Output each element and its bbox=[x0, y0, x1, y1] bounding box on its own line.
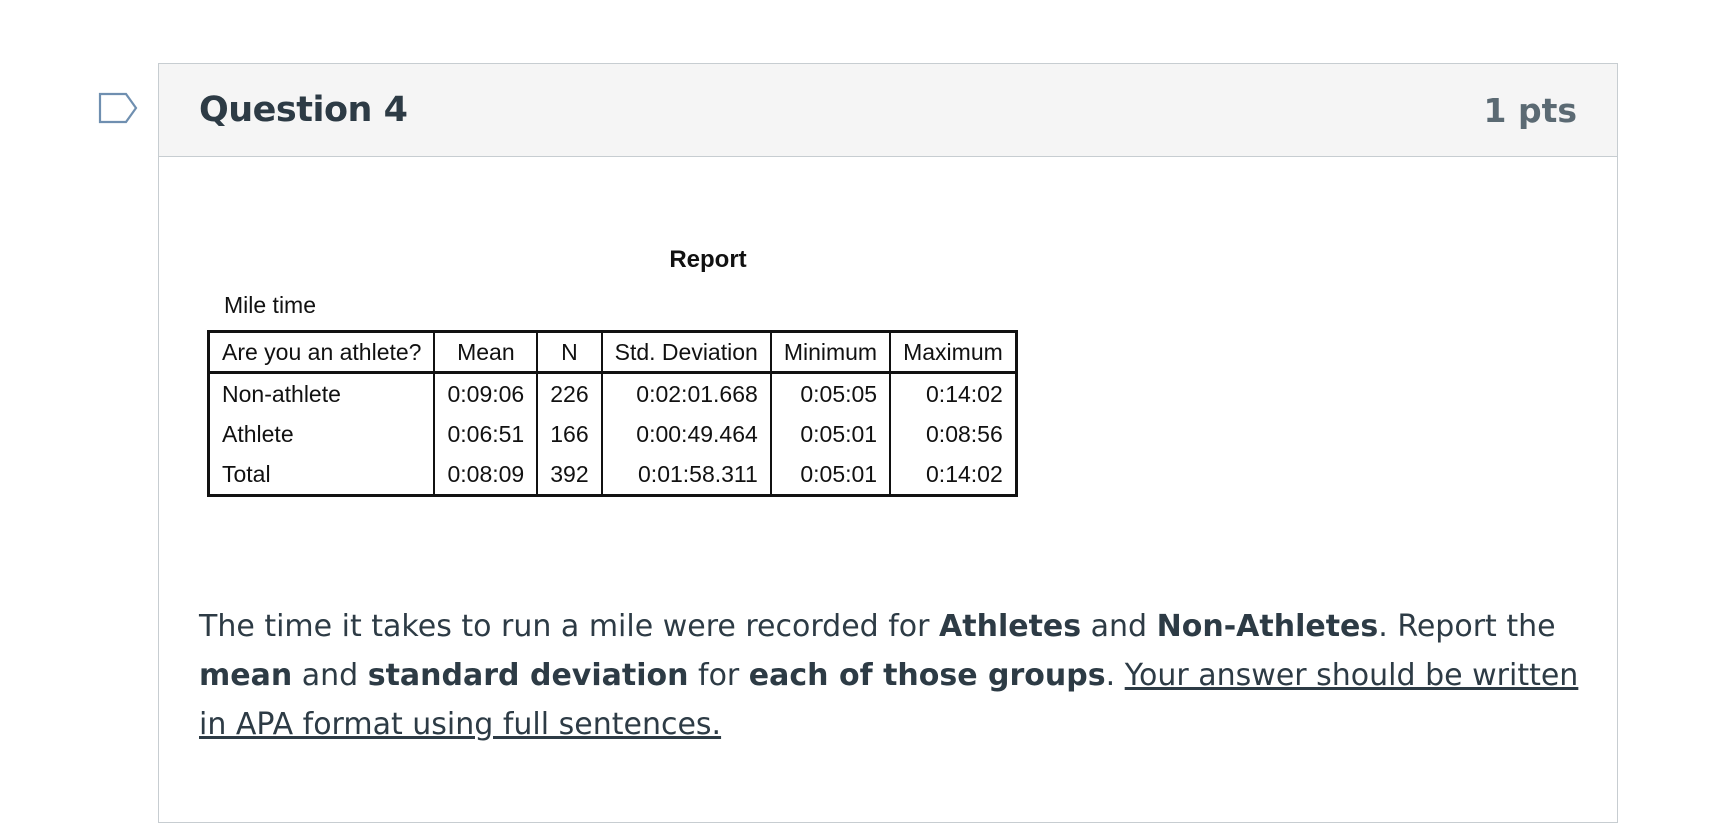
question-header: Question 4 1 pts bbox=[159, 64, 1617, 157]
prompt-text: The time it takes to run a mile were rec… bbox=[199, 609, 940, 644]
prompt-text: . Report the bbox=[1378, 609, 1556, 644]
prompt-bold: mean bbox=[199, 658, 293, 693]
prompt-bold: standard deviation bbox=[367, 658, 689, 693]
table-cell: 0:05:01 bbox=[769, 454, 891, 496]
table-cell: 226 bbox=[536, 372, 602, 414]
header-cell: Are you an athlete? bbox=[208, 331, 435, 374]
header-cell: Std. Deviation bbox=[600, 331, 771, 374]
report-table: Are you an athlete? Mean N Std. Deviatio… bbox=[207, 330, 1018, 497]
table-row: Athlete 0:06:51 166 0:00:49.464 0:05:01 … bbox=[209, 414, 1017, 454]
prompt-bold: Non-Athletes bbox=[1156, 609, 1379, 644]
prompt-underline: Your answer should be written in APA for… bbox=[199, 658, 1579, 742]
table-cell: 0:09:06 bbox=[433, 372, 538, 414]
table-header-row: Are you an athlete? Mean N Std. Deviatio… bbox=[208, 331, 1017, 374]
flag-question-icon[interactable] bbox=[98, 92, 140, 124]
table-row: Total 0:08:09 392 0:01:58.311 0:05:01 0:… bbox=[209, 454, 1017, 496]
table-cell: Non-athlete bbox=[222, 380, 341, 407]
header-cell: Mean bbox=[433, 331, 538, 374]
table-cell: 0:08:09 bbox=[433, 454, 538, 496]
table-cell: 0:14:02 bbox=[889, 454, 1017, 496]
table-cell: 166 bbox=[536, 414, 602, 454]
question-prompt: The time it takes to run a mile were rec… bbox=[199, 602, 1599, 749]
table-cell: 0:05:01 bbox=[769, 414, 891, 454]
table-row: Non-athlete 0:09:06 226 0:02:01.668 0:05… bbox=[209, 372, 1017, 414]
prompt-bold: Athletes bbox=[939, 609, 1082, 644]
table-cell: 0:00:49.464 bbox=[600, 414, 771, 454]
header-cell: N bbox=[536, 331, 602, 374]
question-points: 1 pts bbox=[1483, 90, 1578, 130]
table-cell: 0:08:56 bbox=[889, 414, 1017, 454]
table-cell: 0:01:58.311 bbox=[600, 454, 771, 496]
prompt-text: and bbox=[1081, 609, 1157, 644]
table-cell: 0:14:02 bbox=[889, 372, 1017, 414]
table-cell: 0:05:05 bbox=[769, 372, 891, 414]
prompt-text: . bbox=[1105, 658, 1125, 693]
prompt-text: for bbox=[688, 658, 749, 693]
header-cell: Minimum bbox=[769, 331, 891, 374]
table-cell: 0:06:51 bbox=[433, 414, 538, 454]
table-cell: 392 bbox=[536, 454, 602, 496]
table-cell: Athlete bbox=[222, 420, 294, 447]
table-cell: 0:02:01.668 bbox=[600, 372, 771, 414]
report-subtitle: Mile time bbox=[224, 292, 317, 318]
prompt-bold: each of those groups bbox=[748, 658, 1106, 693]
header-cell: Maximum bbox=[889, 331, 1017, 374]
table-cell: Total bbox=[222, 460, 271, 487]
question-card: Question 4 1 pts Report Mile time Are yo… bbox=[158, 63, 1618, 823]
question-title: Question 4 bbox=[199, 90, 408, 130]
report-title: Report bbox=[669, 246, 747, 273]
prompt-text: and bbox=[292, 658, 368, 693]
